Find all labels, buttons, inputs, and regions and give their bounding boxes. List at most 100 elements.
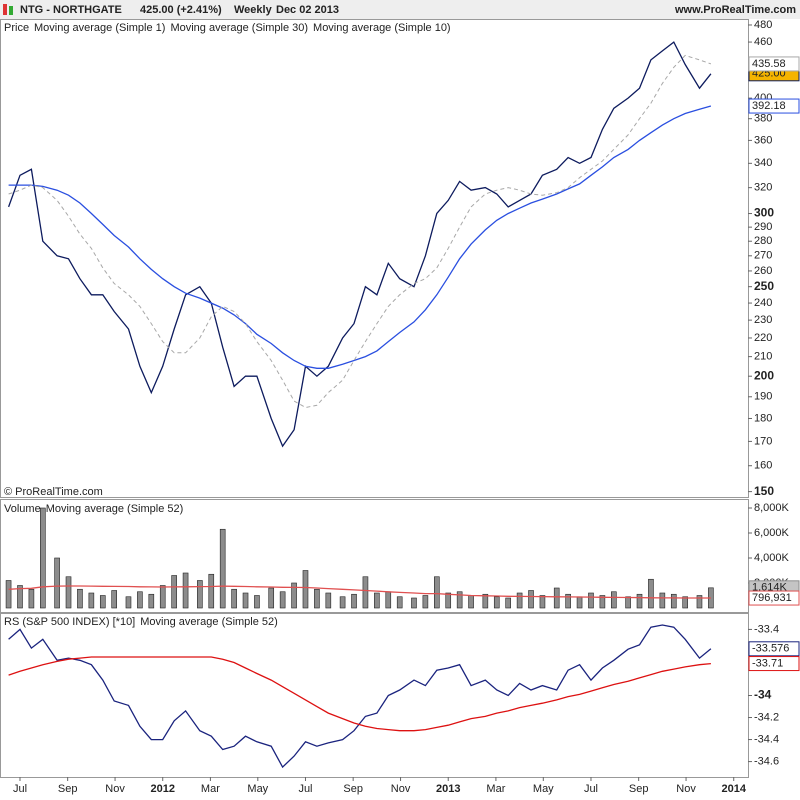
- copyright: © ProRealTime.com: [4, 486, 103, 498]
- y-tick-label: 170: [754, 435, 772, 447]
- series-line: [7, 41, 712, 448]
- panel-title: Price: [4, 22, 29, 34]
- value-tag: [748, 641, 800, 657]
- volume-bar: [682, 596, 688, 609]
- y-tick-label: 150: [754, 484, 774, 498]
- y-tick-label: -34.2: [754, 711, 779, 723]
- volume-bar: [374, 592, 380, 609]
- y-tick-label: 4,000K: [754, 552, 790, 564]
- y-tick-label: 360: [754, 134, 772, 146]
- symbol: NTG - NORTHGATE: [20, 4, 122, 16]
- legend-entry: Moving average (Simple 30): [170, 22, 308, 34]
- period: Weekly: [234, 4, 273, 16]
- volume-bar: [219, 528, 226, 609]
- volume-bar: [362, 576, 369, 609]
- header-icon: [3, 4, 7, 15]
- value-tag-label: 796,931: [752, 592, 792, 604]
- volume-bar: [197, 580, 203, 609]
- volume-bar: [99, 595, 106, 609]
- volume-bar: [468, 595, 474, 609]
- y-tick-label: 460: [754, 36, 772, 48]
- volume-bar: [505, 597, 511, 609]
- x-tick-label: Nov: [105, 783, 125, 795]
- volume-bar: [411, 597, 417, 609]
- y-tick-label: 230: [754, 314, 772, 326]
- volume-bar: [625, 596, 631, 609]
- volume-bar: [148, 593, 155, 609]
- volume-frame: [0, 499, 749, 613]
- last-price: 425.00 (+2.41%): [140, 4, 222, 16]
- x-tick-label: 2012: [150, 783, 174, 795]
- volume-bar: [576, 596, 583, 609]
- site: www.ProRealTime.com: [674, 4, 796, 16]
- legend-entry: RS (S&P 500 INDEX) [*10]: [4, 616, 135, 628]
- y-tick-label: 200: [754, 368, 774, 382]
- volume-bar: [482, 593, 489, 609]
- price-frame: [0, 19, 749, 498]
- volume-bar: [445, 592, 452, 609]
- y-tick-label: 8,000K: [754, 502, 790, 514]
- volume-bar: [696, 595, 703, 609]
- x-tick-label: Nov: [391, 783, 411, 795]
- volume-bar: [636, 593, 643, 609]
- y-tick-label: 320: [754, 182, 772, 194]
- value-tag: [748, 656, 800, 672]
- series-line: [8, 105, 712, 369]
- y-tick-label: 270: [754, 250, 772, 262]
- y-tick-label: 280: [754, 235, 772, 247]
- x-tick-label: Sep: [629, 783, 649, 795]
- header-icon: [9, 6, 13, 15]
- volume-bar: [528, 590, 534, 609]
- y-tick-label: 480: [754, 19, 772, 31]
- series-line: [8, 624, 712, 769]
- volume-bar: [17, 585, 23, 609]
- volume-bar: [670, 593, 677, 609]
- volume-bar: [588, 592, 594, 609]
- y-tick-label: 210: [754, 351, 772, 363]
- x-tick-label: Jul: [298, 783, 312, 795]
- value-tag: [748, 590, 800, 606]
- volume-bar: [493, 596, 500, 609]
- y-tick-label: 250: [754, 279, 774, 293]
- y-tick-label: 260: [754, 265, 772, 277]
- volume-bar: [539, 595, 546, 609]
- volume-bar: [553, 587, 560, 609]
- y-tick-label: 160: [754, 460, 772, 472]
- volume-bar: [659, 592, 666, 609]
- volume-bar: [339, 596, 346, 609]
- volume-bar: [516, 592, 523, 609]
- x-tick-label: Mar: [201, 783, 220, 795]
- legend-entry: Moving average (Simple 10): [313, 22, 451, 34]
- volume-bar: [182, 572, 189, 609]
- volume-bar: [242, 592, 249, 609]
- legend-entry: Moving average (Simple 1): [34, 22, 165, 34]
- legend-entry: Volume: [4, 503, 41, 515]
- value-tag-label: -33.576: [752, 643, 789, 655]
- y-tick-label: 6,000K: [754, 527, 790, 539]
- y-tick-label: 300: [754, 206, 774, 220]
- volume-bar: [351, 593, 357, 609]
- x-tick-label: May: [247, 783, 268, 795]
- volume-bar: [396, 596, 403, 609]
- volume-bar: [254, 595, 260, 609]
- volume-bar: [268, 587, 275, 609]
- value-tag-label: 392.18: [752, 100, 786, 112]
- volume-bar: [208, 573, 215, 609]
- volume-bar: [422, 595, 429, 609]
- volume-bar: [65, 576, 72, 609]
- volume-bar: [88, 592, 95, 609]
- volume-bar: [565, 593, 571, 609]
- y-tick-label: 240: [754, 297, 772, 309]
- x-tick-label: 2014: [721, 783, 746, 795]
- x-tick-label: Jul: [584, 783, 598, 795]
- y-tick-label: 180: [754, 412, 772, 424]
- y-tick-label: 290: [754, 221, 772, 233]
- volume-bar: [40, 507, 46, 609]
- x-tick-label: May: [533, 783, 554, 795]
- x-tick-label: 2013: [436, 783, 460, 795]
- value-tag: [748, 98, 800, 114]
- x-tick-label: Sep: [58, 783, 78, 795]
- legend-entry: Moving average (Simple 52): [140, 616, 278, 628]
